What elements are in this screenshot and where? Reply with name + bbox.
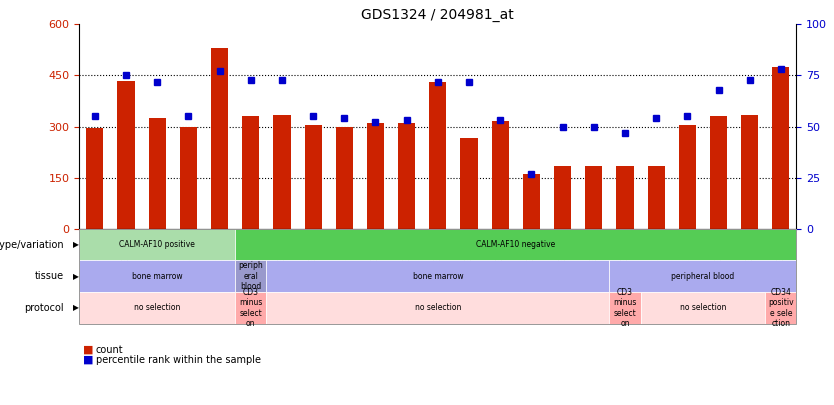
Bar — [367, 123, 384, 229]
Text: bone marrow: bone marrow — [132, 272, 183, 281]
Bar — [523, 174, 540, 229]
Bar — [304, 125, 322, 229]
Text: ■: ■ — [83, 355, 94, 365]
Bar — [679, 125, 696, 229]
Text: ▶: ▶ — [73, 303, 79, 312]
Text: ▶: ▶ — [73, 240, 79, 249]
Text: CD3
minus
select
on: CD3 minus select on — [239, 288, 263, 328]
Text: CALM-AF10 positive: CALM-AF10 positive — [119, 240, 195, 249]
Bar — [710, 116, 727, 229]
Bar — [741, 115, 758, 229]
Bar — [180, 126, 197, 229]
Bar — [148, 118, 166, 229]
Bar — [491, 122, 509, 229]
Text: peripheral blood: peripheral blood — [671, 272, 735, 281]
Text: genotype/variation: genotype/variation — [0, 240, 64, 249]
Bar — [554, 166, 571, 229]
Bar — [460, 139, 478, 229]
Bar — [647, 166, 665, 229]
Bar — [86, 128, 103, 229]
Text: percentile rank within the sample: percentile rank within the sample — [96, 355, 261, 365]
Bar — [274, 115, 290, 229]
Bar — [772, 67, 790, 229]
Text: tissue: tissue — [35, 271, 64, 281]
Text: no selection: no selection — [680, 303, 726, 312]
Text: CD34
positiv
e sele
ction: CD34 positiv e sele ction — [768, 288, 794, 328]
Bar — [616, 166, 634, 229]
Text: protocol: protocol — [24, 303, 64, 313]
Text: count: count — [96, 345, 123, 355]
Bar — [430, 82, 446, 229]
Text: CD3
minus
select
on: CD3 minus select on — [613, 288, 636, 328]
Text: CALM-AF10 negative: CALM-AF10 negative — [476, 240, 555, 249]
Bar — [336, 126, 353, 229]
Text: ■: ■ — [83, 345, 94, 355]
Text: no selection: no selection — [134, 303, 180, 312]
Title: GDS1324 / 204981_at: GDS1324 / 204981_at — [361, 8, 515, 22]
Text: no selection: no selection — [414, 303, 461, 312]
Bar — [211, 48, 229, 229]
Text: bone marrow: bone marrow — [413, 272, 463, 281]
Bar — [242, 116, 259, 229]
Bar — [398, 123, 415, 229]
Bar — [585, 166, 602, 229]
Text: ▶: ▶ — [73, 272, 79, 281]
Text: periph
eral
blood: periph eral blood — [239, 261, 263, 291]
Bar — [118, 81, 134, 229]
